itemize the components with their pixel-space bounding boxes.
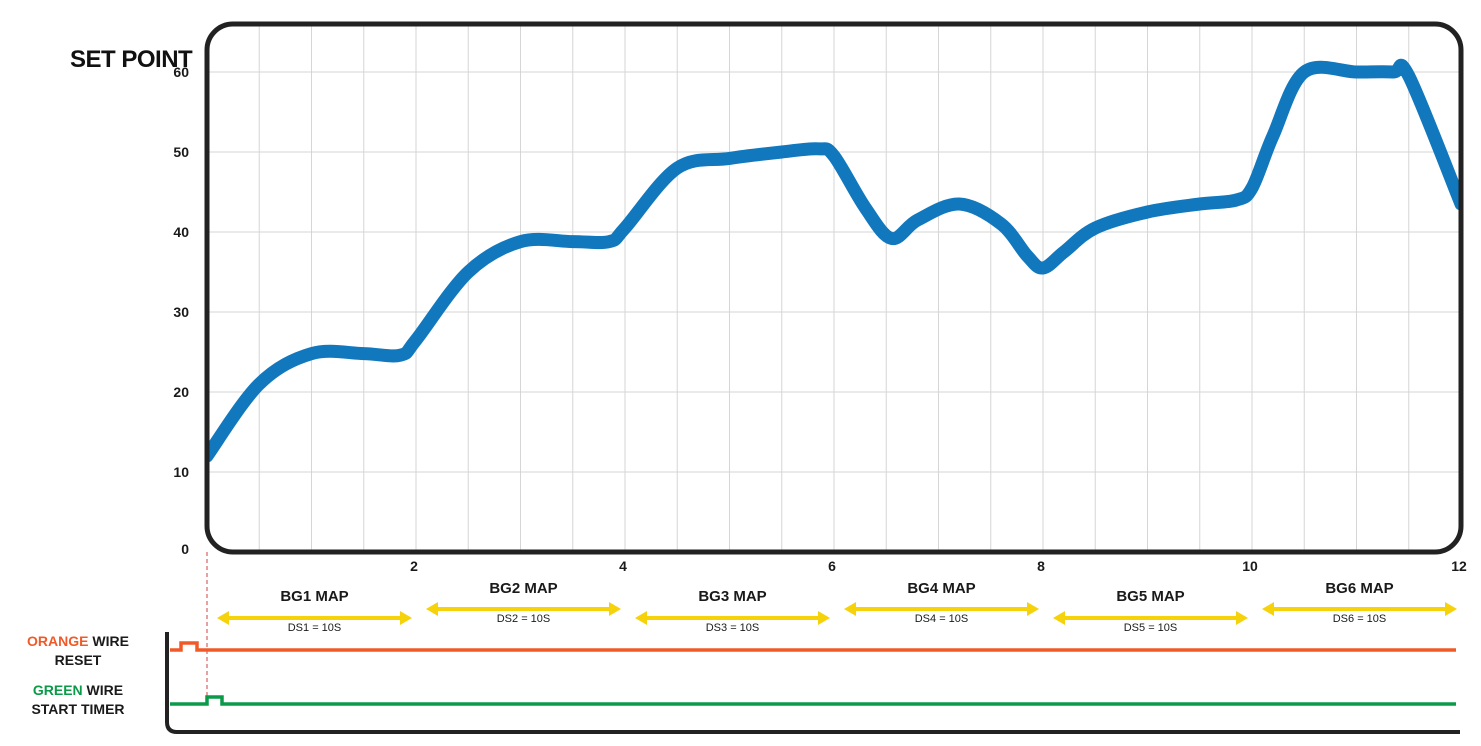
x-axis-ticks: 2 4 6 8 10 12 xyxy=(410,558,1467,574)
segment-duration: DS4 = 10S xyxy=(915,613,969,625)
x-tick-label: 4 xyxy=(619,558,627,574)
plot-frame xyxy=(204,21,1464,555)
segment-1: BG1 MAP DS1 = 10S xyxy=(217,588,412,634)
segment-arrow-left-head xyxy=(1262,602,1274,616)
x-tick-label: 12 xyxy=(1451,558,1467,574)
segment-duration: DS2 = 10S xyxy=(497,613,551,625)
wire-word: WIRE xyxy=(83,682,123,698)
segment-arrow-left-head xyxy=(1053,611,1065,625)
x-tick-label: 6 xyxy=(828,558,836,574)
x-tick-label: 8 xyxy=(1037,558,1045,574)
segment-2: BG2 MAP DS2 = 10S xyxy=(426,580,621,625)
x-tick-label: 10 xyxy=(1242,558,1258,574)
segment-duration: DS3 = 10S xyxy=(706,622,760,634)
segment-4: BG4 MAP DS4 = 10S xyxy=(844,580,1039,625)
segment-6: BG6 MAP DS6 = 10S xyxy=(1262,580,1457,625)
y-tick-label: 0 xyxy=(181,541,189,557)
y-axis-ticks: 0 10 20 30 40 50 60 xyxy=(173,64,189,557)
y-tick-label: 10 xyxy=(173,464,189,480)
segment-3: BG3 MAP DS3 = 10S xyxy=(635,588,830,634)
y-tick-label: 50 xyxy=(173,144,189,160)
set-point-series-line xyxy=(207,58,1461,463)
wire-function-label: RESET xyxy=(55,652,102,668)
segment-5: BG5 MAP DS5 = 10S xyxy=(1053,588,1248,634)
wire-label: ORANGE WIRE xyxy=(27,633,129,649)
wire-signal-line xyxy=(170,695,1456,706)
segment-label: BG3 MAP xyxy=(698,588,766,605)
wire-color-word: GREEN xyxy=(33,682,83,698)
segment-arrow-right-head xyxy=(818,611,830,625)
wire-label: GREEN WIRE xyxy=(33,682,123,698)
segment-arrow-right-head xyxy=(400,611,412,625)
y-tick-label: 20 xyxy=(173,384,189,400)
segment-arrow-right-head xyxy=(1445,602,1457,616)
y-tick-label: 60 xyxy=(173,64,189,80)
segment-duration: DS6 = 10S xyxy=(1333,613,1387,625)
segment-label: BG2 MAP xyxy=(489,580,557,597)
y-tick-label: 30 xyxy=(173,304,189,320)
orange-wire: ORANGE WIRE RESET xyxy=(27,633,1456,668)
y-tick-label: 40 xyxy=(173,224,189,240)
wire-function-label: START TIMER xyxy=(31,701,124,717)
segment-arrow-right-head xyxy=(1236,611,1248,625)
segment-arrow-left-head xyxy=(426,602,438,616)
wire-color-word: ORANGE xyxy=(27,633,88,649)
chart-title: SET POINT xyxy=(70,46,193,73)
segment-label: BG4 MAP xyxy=(907,580,975,597)
green-wire: GREEN WIRE START TIMER xyxy=(31,682,1456,717)
x-tick-label: 2 xyxy=(410,558,418,574)
wire-signals: ORANGE WIRE RESET GREEN WIRE START TIMER xyxy=(27,633,1456,717)
segment-arrow-left-head xyxy=(844,602,856,616)
segment-duration: DS5 = 10S xyxy=(1124,622,1178,634)
wire-panel-bracket xyxy=(165,632,1460,734)
segment-arrow-left-head xyxy=(635,611,647,625)
segment-arrow-right-head xyxy=(1027,602,1039,616)
segment-arrow-left-head xyxy=(217,611,229,625)
series-line-layer xyxy=(207,58,1461,463)
wire-signal-line xyxy=(170,641,1456,652)
wire-word: WIRE xyxy=(89,633,129,649)
segment-label: BG1 MAP xyxy=(280,588,348,605)
segment-arrows: BG1 MAP DS1 = 10S BG2 MAP DS2 = 10S BG3 MAP D… xyxy=(217,580,1457,634)
segment-arrow-right-head xyxy=(609,602,621,616)
gridlines xyxy=(207,24,1461,552)
segment-label: BG6 MAP xyxy=(1325,580,1393,597)
segment-duration: DS1 = 10S xyxy=(288,622,342,634)
segment-label: BG5 MAP xyxy=(1116,588,1184,605)
